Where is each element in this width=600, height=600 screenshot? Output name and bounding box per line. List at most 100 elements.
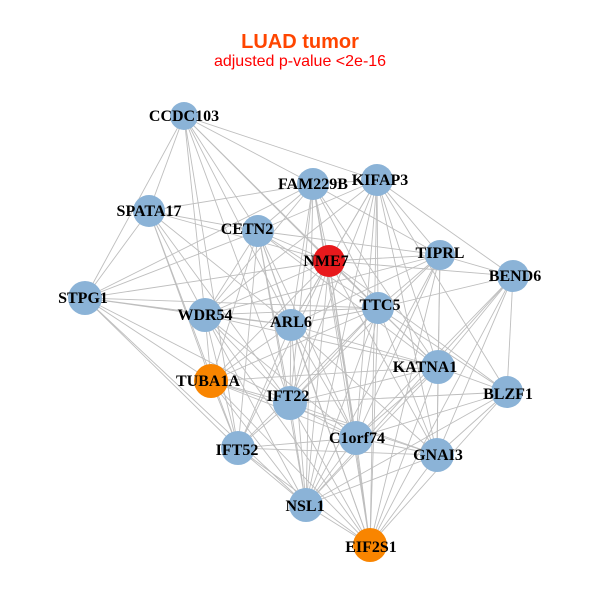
graph-edge-CCDC103-SPATA17 [148, 115, 185, 212]
graph-edge-TIPRL-WDR54 [204, 254, 441, 316]
node-gnai3 [420, 438, 454, 472]
node-eif2s1 [353, 528, 387, 562]
graph-edge-IFT22-NSL1 [289, 402, 307, 506]
graph-edge-CETN2-NSL1 [257, 230, 307, 506]
graph-edge-KIFAP3-EIF2S1 [369, 179, 378, 546]
graph-edge-KATNA1-C1orf74 [355, 366, 439, 439]
node-arl6 [275, 309, 307, 341]
graph-edge-TUBA1A-GNAI3 [210, 380, 438, 456]
graph-edge-STPG1-TUBA1A [84, 297, 212, 382]
node-nme7 [313, 245, 345, 277]
graph-edge-TTC5-C1orf74 [355, 307, 379, 439]
graph-edge-CCDC103-IFT22 [183, 115, 291, 404]
graph-edge-BEND6-EIF2S1 [369, 275, 514, 546]
graph-edge-STPG1-TTC5 [84, 297, 379, 309]
graph-edge-BEND6-GNAI3 [436, 275, 514, 456]
graph-edge-TTC5-IFT52 [237, 307, 379, 449]
node-label-bend6: BEND6 [489, 268, 541, 285]
graph-edge-TIPRL-C1orf74 [355, 254, 441, 439]
graph-edge-WDR54-EIF2S1 [204, 314, 371, 546]
node-label-katna1: KATNA1 [393, 359, 458, 376]
graph-edge-NME7-GNAI3 [328, 260, 438, 456]
node-ift52 [221, 431, 255, 465]
graph-edge-CETN2-KATNA1 [257, 230, 439, 368]
graph-edge-NME7-WDR54 [204, 260, 330, 316]
graph-edge-FAM229B-IFT22 [289, 183, 314, 404]
graph-edge-NME7-TIPRL [328, 254, 441, 262]
graph-edge-KIFAP3-BLZF1 [376, 179, 508, 393]
graph-edge-NME7-EIF2S1 [328, 260, 371, 546]
graph-edge-TIPRL-EIF2S1 [369, 254, 441, 546]
node-label-kifap3: KIFAP3 [352, 172, 409, 189]
graph-edge-NME7-IFT52 [237, 260, 330, 449]
node-katna1 [421, 350, 455, 384]
node-tuba1a [194, 364, 228, 398]
graph-edge-SPATA17-IFT52 [148, 210, 239, 449]
graph-edge-STPG1-ARL6 [84, 297, 292, 326]
node-kifap3 [361, 164, 393, 196]
node-nsl1 [289, 488, 323, 522]
node-label-ccdc103: CCDC103 [149, 108, 219, 125]
graph-edge-ARL6-EIF2S1 [290, 324, 371, 546]
node-label-fam229b: FAM229B [278, 176, 348, 193]
graph-edge-BEND6-TTC5 [377, 275, 514, 309]
graph-edge-TTC5-NSL1 [305, 307, 379, 506]
node-blzf1 [491, 376, 523, 408]
graph-edge-C1orf74-EIF2S1 [355, 437, 371, 546]
node-ift22 [273, 386, 307, 420]
node-label-tuba1a: TUBA1A [176, 373, 240, 390]
graph-edge-TUBA1A-EIF2S1 [210, 380, 371, 546]
node-label-gnai3: GNAI3 [413, 447, 463, 464]
graph-edge-CCDC103-KIFAP3 [183, 115, 378, 181]
graph-edge-TTC5-GNAI3 [377, 307, 438, 456]
graph-edge-IFT52-C1orf74 [237, 437, 357, 449]
graph-edge-ARL6-C1orf74 [290, 324, 357, 439]
node-label-ttc5: TTC5 [360, 297, 401, 314]
node-label-c1orf74: C1orf74 [329, 430, 385, 447]
graph-edge-TTC5-TUBA1A [210, 307, 379, 382]
graph-edge-WDR54-NSL1 [204, 314, 307, 506]
graph-edge-SPATA17-FAM229B [148, 183, 314, 212]
graph-edge-IFT22-EIF2S1 [289, 402, 371, 546]
graph-edge-NME7-BEND6 [328, 260, 514, 277]
graph-edge-TUBA1A-KATNA1 [210, 366, 439, 382]
graph-edge-CCDC103-IFT52 [183, 115, 239, 449]
graph-edge-CCDC103-ARL6 [183, 115, 292, 326]
graph-edge-IFT22-BLZF1 [289, 391, 508, 404]
node-label-ift52: IFT52 [216, 442, 259, 459]
graph-edge-FAM229B-STPG1 [84, 183, 314, 299]
graph-edge-KIFAP3-TTC5 [376, 179, 379, 309]
graph-edge-SPATA17-WDR54 [148, 210, 206, 316]
node-c1orf74 [339, 421, 373, 455]
graph-edge-TUBA1A-NSL1 [210, 380, 307, 506]
graph-edge-BEND6-KATNA1 [437, 275, 514, 368]
graph-edge-BEND6-BLZF1 [506, 275, 514, 393]
plot-title: LUAD tumor [241, 31, 359, 53]
node-ccdc103 [170, 102, 198, 130]
node-label-nme7: NME7 [303, 253, 348, 270]
graph-edge-TIPRL-NSL1 [305, 254, 441, 506]
node-tiprl [425, 240, 455, 270]
node-ttc5 [362, 292, 394, 324]
graph-edge-SPATA17-STPG1 [84, 210, 150, 299]
graph-edge-TTC5-EIF2S1 [369, 307, 379, 546]
node-label-wdr54: WDR54 [177, 307, 232, 324]
graph-edge-BEND6-NSL1 [305, 275, 514, 506]
graph-edge-NME7-NSL1 [305, 260, 330, 506]
graph-edge-FAM229B-WDR54 [204, 183, 314, 316]
node-label-stpg1: STPG1 [58, 290, 108, 307]
node-label-ift22: IFT22 [267, 388, 310, 405]
graph-edge-KIFAP3-TIPRL [376, 179, 441, 256]
node-label-tiprl: TIPRL [416, 245, 465, 262]
graph-edge-CCDC103-WDR54 [183, 115, 206, 316]
graph-edge-TIPRL-IFT22 [289, 254, 441, 404]
graph-edge-NME7-STPG1 [84, 260, 330, 299]
node-fam229b [297, 168, 329, 200]
graph-edge-KIFAP3-KATNA1 [376, 179, 439, 368]
graph-edge-IFT22-KATNA1 [289, 366, 439, 404]
graph-edge-SPATA17-CETN2 [148, 210, 259, 232]
graph-edge-FAM229B-NSL1 [305, 183, 314, 506]
graph-edge-CETN2-TUBA1A [210, 230, 259, 382]
